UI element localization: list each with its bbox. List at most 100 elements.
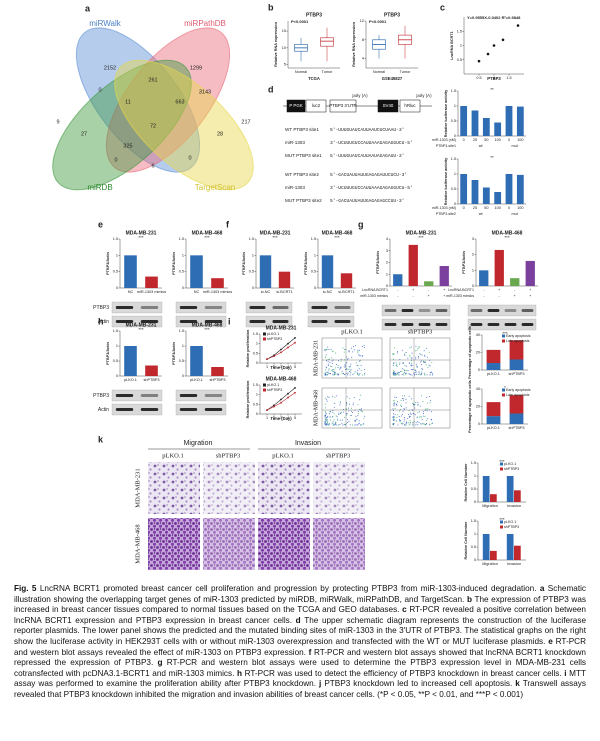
flow-event — [363, 417, 365, 419]
flow-event — [324, 350, 326, 352]
flow-event — [396, 416, 398, 418]
y-tick-label: 0.5 — [451, 119, 456, 123]
flow-event — [327, 363, 329, 365]
blot-strip — [467, 318, 537, 331]
flow-event — [420, 353, 422, 355]
blot-band — [334, 320, 351, 323]
flow-event — [411, 352, 413, 354]
x-tick-label: pLKO.1 — [190, 378, 203, 382]
flow-event — [342, 372, 344, 374]
bar-segment — [486, 363, 501, 370]
bar — [211, 278, 224, 288]
bar — [460, 106, 468, 136]
x-tick-label: Invasion — [507, 562, 521, 566]
blot-band — [521, 309, 534, 312]
flow-event — [431, 423, 433, 425]
condition-value: 25 — [473, 206, 477, 210]
flow-event — [399, 421, 401, 423]
blot-band — [179, 408, 198, 411]
flow-event — [360, 410, 362, 412]
flow-event — [395, 420, 397, 422]
flow-event — [346, 396, 348, 398]
flow-event — [397, 424, 399, 426]
flow-event — [410, 369, 412, 371]
caption-label: g — [157, 658, 163, 668]
blot-band — [418, 309, 431, 312]
flow-event — [416, 365, 418, 367]
plasmid-element — [329, 99, 357, 113]
flow-event — [427, 408, 429, 410]
flow-event — [340, 367, 342, 369]
blot-strip — [307, 315, 355, 328]
flow-event — [325, 354, 327, 356]
y-tick-label: 1.5 — [311, 237, 316, 241]
y-tick-label: 1 — [256, 393, 258, 397]
flow-event — [326, 360, 328, 362]
flow-event — [355, 419, 357, 421]
flow-event — [397, 401, 399, 403]
flow-event — [415, 363, 417, 365]
flow-event — [422, 411, 424, 413]
flow-event — [422, 415, 424, 417]
caption-text: RT-PCR and western blot assays revealed … — [14, 636, 586, 657]
flow-event — [393, 415, 395, 417]
bar — [482, 187, 490, 204]
flow-event — [331, 351, 333, 353]
y-tick-label: 20 — [476, 351, 480, 355]
flow-event — [431, 361, 433, 363]
blot-strip — [175, 389, 227, 402]
flow-event — [349, 424, 351, 426]
flow-event — [393, 422, 395, 424]
flow-event — [324, 411, 326, 413]
flow-event — [353, 349, 355, 351]
condition-label: pLKO.1 — [272, 452, 293, 459]
panel-letter: e — [98, 219, 103, 229]
flow-event — [421, 372, 423, 374]
flow-event — [350, 372, 352, 374]
flow-event — [414, 372, 416, 374]
blot-band — [311, 320, 328, 323]
venn-count: 2152 — [104, 65, 116, 71]
caption-text: Schematic illustration showing the overl… — [14, 584, 587, 604]
condition-value: - — [514, 288, 516, 292]
line-point — [266, 409, 268, 412]
flow-event — [328, 424, 330, 426]
flow-event — [394, 408, 396, 410]
bar — [514, 490, 521, 502]
flow-event — [324, 373, 326, 375]
flow-event — [326, 420, 328, 422]
flow-event — [416, 366, 418, 368]
y-axis-label: Relative proliferation — [246, 329, 250, 367]
flow-event — [329, 416, 331, 418]
flow-event — [348, 351, 350, 353]
flow-event — [429, 423, 431, 425]
caption-text: The upper schematic diagram represents t… — [14, 615, 587, 646]
flow-event — [325, 419, 327, 421]
flow-plot — [389, 337, 451, 379]
condition-value: 0 — [463, 206, 465, 210]
point — [501, 38, 505, 42]
flow-event — [427, 402, 429, 404]
flow-event — [403, 420, 405, 422]
flow-event — [397, 371, 399, 373]
flow-event — [395, 374, 397, 376]
significance: *** — [504, 235, 510, 240]
y-tick-label: 8 — [362, 38, 364, 42]
flow-event — [327, 346, 329, 348]
flow-event — [325, 420, 327, 422]
y-tick-label: 4 — [386, 237, 388, 241]
plasmid-element-label: poly (A) — [352, 93, 368, 98]
flow-event — [356, 424, 358, 426]
y-tick-label: 1 — [474, 474, 476, 478]
y-tick-label: 0.5 — [253, 402, 258, 406]
y-tick-label: 0 — [314, 286, 316, 290]
legend-label: pLKO.1 — [267, 383, 279, 387]
flow-event — [324, 423, 326, 425]
sequence-name: WT PTBP3 site2 — [285, 172, 319, 177]
line-point — [294, 336, 296, 339]
y-tick-label: 1.5 — [179, 237, 184, 241]
y-axis-label: PTBP3/Actin — [106, 251, 110, 274]
flow-event — [356, 372, 358, 374]
chart-title: MDA-MB-231 — [126, 322, 157, 328]
flow-event — [338, 374, 340, 376]
